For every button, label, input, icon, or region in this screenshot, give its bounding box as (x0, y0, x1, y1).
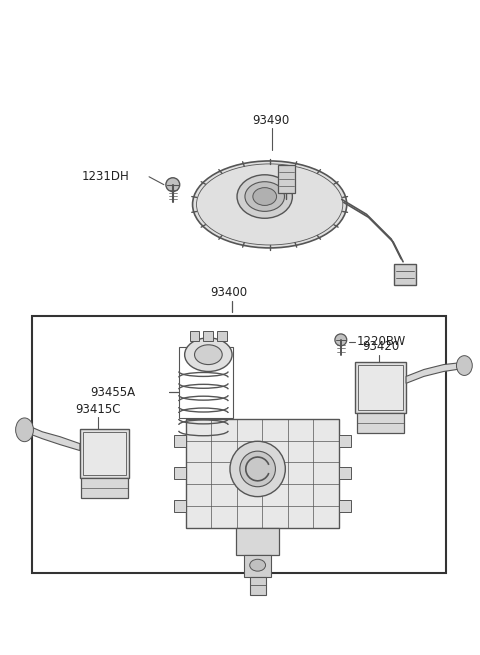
Text: 93420: 93420 (362, 341, 400, 353)
Text: 1220BW: 1220BW (357, 335, 406, 348)
Text: 93400: 93400 (210, 286, 248, 299)
Ellipse shape (240, 451, 276, 487)
Ellipse shape (185, 338, 232, 371)
Bar (190, 331, 200, 341)
Bar (355, 362, 406, 413)
Bar (80, 429, 129, 478)
Ellipse shape (230, 441, 285, 496)
Bar (339, 500, 351, 512)
Ellipse shape (166, 178, 180, 192)
Bar (204, 331, 213, 341)
Bar (250, 577, 265, 595)
Text: 93415C: 93415C (75, 403, 120, 415)
Text: 93455A: 93455A (90, 386, 135, 399)
Ellipse shape (253, 187, 276, 206)
Ellipse shape (192, 161, 347, 248)
Text: 93490: 93490 (252, 114, 289, 127)
Bar (179, 346, 233, 418)
Bar (357, 413, 404, 433)
Bar (277, 165, 295, 193)
Bar (174, 468, 186, 479)
Bar (33, 316, 445, 573)
Polygon shape (406, 363, 463, 383)
Bar (394, 264, 416, 286)
Text: 1231DH: 1231DH (82, 170, 130, 183)
Bar (186, 419, 339, 528)
Ellipse shape (335, 334, 347, 346)
Ellipse shape (250, 559, 265, 571)
Bar (217, 331, 227, 341)
Bar (83, 432, 126, 476)
Ellipse shape (194, 345, 222, 365)
Polygon shape (26, 426, 80, 451)
Ellipse shape (237, 175, 292, 218)
Bar (81, 478, 128, 498)
Bar (358, 365, 403, 410)
Bar (174, 435, 186, 447)
Ellipse shape (245, 181, 285, 212)
Bar (174, 500, 186, 512)
Bar (339, 435, 351, 447)
Bar (244, 555, 272, 577)
Bar (236, 528, 279, 555)
Ellipse shape (456, 356, 472, 375)
Ellipse shape (16, 418, 34, 441)
Bar (339, 468, 351, 479)
